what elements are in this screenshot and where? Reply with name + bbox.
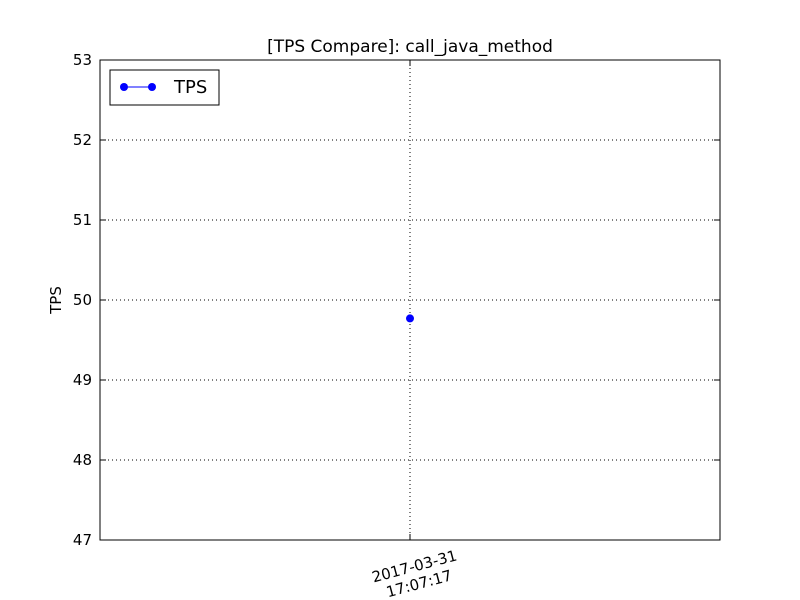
legend-marker-right [148, 83, 156, 91]
y-ticks: 47 48 49 50 51 52 53 [73, 51, 720, 549]
y-tick-label: 48 [73, 451, 92, 469]
y-tick-label: 53 [73, 51, 92, 69]
y-tick-label: 47 [73, 531, 92, 549]
series-layer [406, 314, 414, 323]
legend-label-tps: TPS [173, 77, 207, 98]
chart-title: [TPS Compare]: call_java_method [267, 37, 553, 57]
y-tick-label: 51 [73, 211, 92, 229]
y-axis-label: TPS [47, 286, 65, 315]
y-tick-label: 52 [73, 131, 92, 149]
y-tick-label: 49 [73, 371, 92, 389]
grid-lines [100, 60, 720, 540]
legend-marker-left [120, 83, 128, 91]
legend: TPS [109, 69, 220, 106]
data-point [406, 314, 414, 323]
y-tick-label: 50 [73, 291, 92, 309]
plot-area-frame [99, 59, 721, 541]
